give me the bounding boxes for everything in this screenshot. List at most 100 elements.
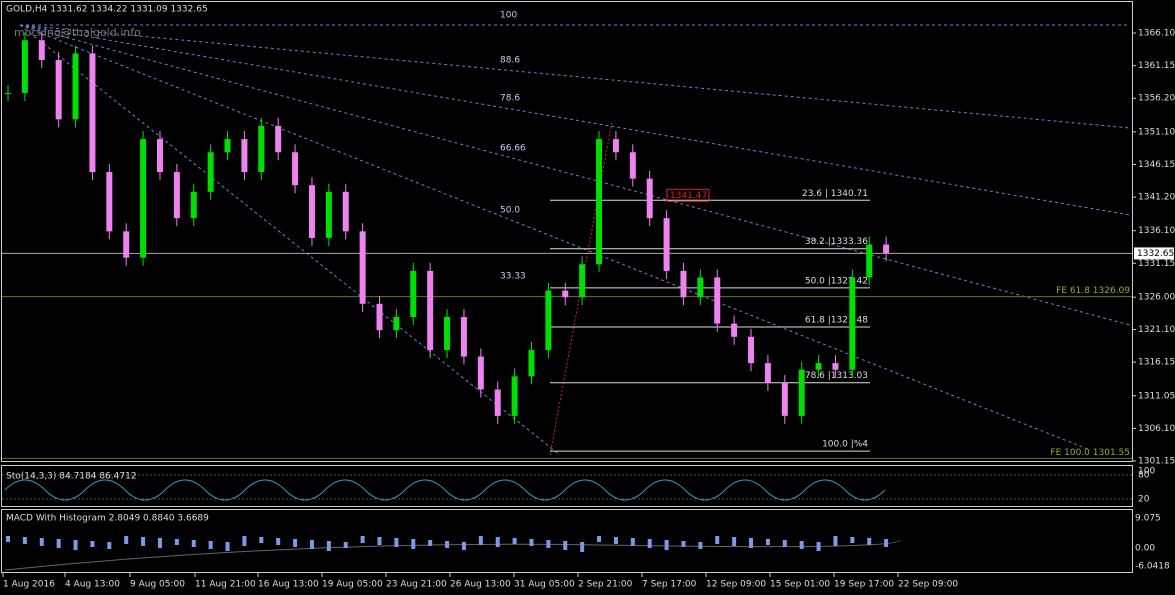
candle	[21, 40, 28, 93]
candle	[748, 336, 755, 364]
price-tick-label: 1361.15	[1138, 61, 1175, 71]
macd-bar	[124, 536, 129, 544]
candle	[460, 317, 467, 357]
fan-label: 78.6	[500, 94, 520, 104]
macd-bar	[580, 542, 585, 552]
macd-bar	[259, 537, 264, 543]
candle	[764, 363, 771, 383]
time-label: 31 Aug 05:00	[514, 580, 575, 590]
candle	[72, 53, 79, 120]
time-label: 2 Sep 21:00	[578, 580, 633, 590]
macd-bar	[715, 536, 720, 544]
time-label: 1 Aug 2016	[3, 580, 55, 590]
candle	[883, 244, 890, 254]
macd-tick: -6.0418	[1135, 562, 1170, 572]
macd-bar	[208, 541, 213, 549]
fan-lines	[19, 24, 1131, 456]
fan-label: 88.6	[500, 56, 520, 66]
fan-label: 33.33	[500, 272, 526, 282]
macd-bar	[191, 540, 196, 547]
macd-bar	[22, 537, 27, 544]
macd-bar	[681, 541, 686, 547]
macd-bar	[850, 537, 855, 543]
sto-label: Sto(14,3,3) 84.7184 86.4712	[6, 472, 137, 482]
macd-bar	[597, 536, 602, 542]
candle	[207, 152, 214, 192]
price-tick-label: 1331.15	[1138, 259, 1175, 269]
macd-bar	[141, 537, 146, 546]
candle	[106, 172, 113, 232]
frames	[1, 1, 1133, 573]
macd-tick: 9.075	[1135, 514, 1161, 524]
sto-tick: 80	[1138, 471, 1150, 481]
time-label: 22 Sep 09:00	[898, 580, 958, 590]
candle	[241, 139, 248, 173]
candle	[156, 139, 163, 173]
candle	[393, 317, 400, 331]
price-tick-label: 1336.10	[1138, 226, 1175, 236]
macd-bar	[157, 538, 162, 548]
fib-level-label: 23.6 | 1340.71	[802, 189, 868, 199]
macd-bar	[799, 541, 804, 549]
macd-bar	[225, 542, 230, 551]
candle	[477, 356, 484, 390]
fib-level-label: 78.6 |1313.03	[805, 371, 868, 381]
macd-bar	[326, 541, 331, 551]
macd-bar	[343, 542, 348, 548]
candle	[629, 152, 636, 179]
candle	[359, 231, 366, 304]
candle	[579, 264, 586, 298]
price-tick-label: 1306.10	[1138, 424, 1175, 434]
sto-tick: 20	[1138, 495, 1150, 505]
macd-bar	[360, 536, 365, 543]
macd-bar	[428, 540, 433, 546]
macd-bar	[6, 536, 10, 542]
price-tick-label: 1356.20	[1138, 94, 1175, 104]
price-tick-label: 1351.10	[1138, 127, 1175, 137]
macd-bar	[833, 536, 838, 546]
time-label: 26 Aug 13:00	[450, 580, 511, 590]
candle	[342, 191, 349, 232]
time-label: 15 Sep 01:00	[770, 580, 830, 590]
price-marker-label: 1341.47	[670, 191, 707, 201]
macd-bar	[613, 537, 618, 544]
candle	[731, 323, 738, 337]
candle	[275, 125, 282, 153]
macd-bar	[816, 542, 821, 551]
time-label: 19 Sep 17:00	[834, 580, 894, 590]
candle	[494, 389, 501, 416]
macd-tick: 0.00	[1135, 544, 1155, 554]
time-label: 16 Aug 13:00	[258, 580, 319, 590]
macd-bar	[867, 538, 872, 545]
macd-bar	[630, 538, 635, 546]
macd-bar	[495, 537, 500, 547]
candle	[612, 139, 619, 153]
main-frame	[1, 1, 1133, 462]
macd-bar	[411, 539, 416, 549]
candle	[832, 363, 839, 370]
macd-bar	[309, 540, 314, 549]
macd-bar	[529, 539, 534, 546]
macd-bar	[39, 538, 44, 546]
fan-line	[19, 24, 561, 456]
macd-bar	[546, 540, 551, 548]
candle	[410, 270, 417, 318]
macd-frame	[1, 509, 1133, 573]
candle	[781, 382, 788, 416]
current-price: 1332.65	[1137, 249, 1174, 259]
time-label: 9 Aug 05:00	[130, 580, 185, 590]
candle	[866, 244, 873, 278]
time-label: 23 Aug 21:00	[386, 580, 447, 590]
macd-bar	[293, 539, 298, 547]
candle	[511, 376, 518, 416]
candle	[5, 92, 11, 94]
fan-label: 50.0	[500, 206, 520, 216]
current-price-box	[1134, 247, 1174, 260]
candle	[697, 277, 704, 298]
macd-label: MACD With Histogram 2.8049 0.8840 3.6689	[6, 514, 209, 524]
macd-bar	[377, 537, 382, 545]
price-tick-label: 1311.05	[1138, 391, 1175, 401]
fib-level-label: 61.8 |1321.48	[805, 316, 868, 326]
candle	[798, 369, 805, 416]
